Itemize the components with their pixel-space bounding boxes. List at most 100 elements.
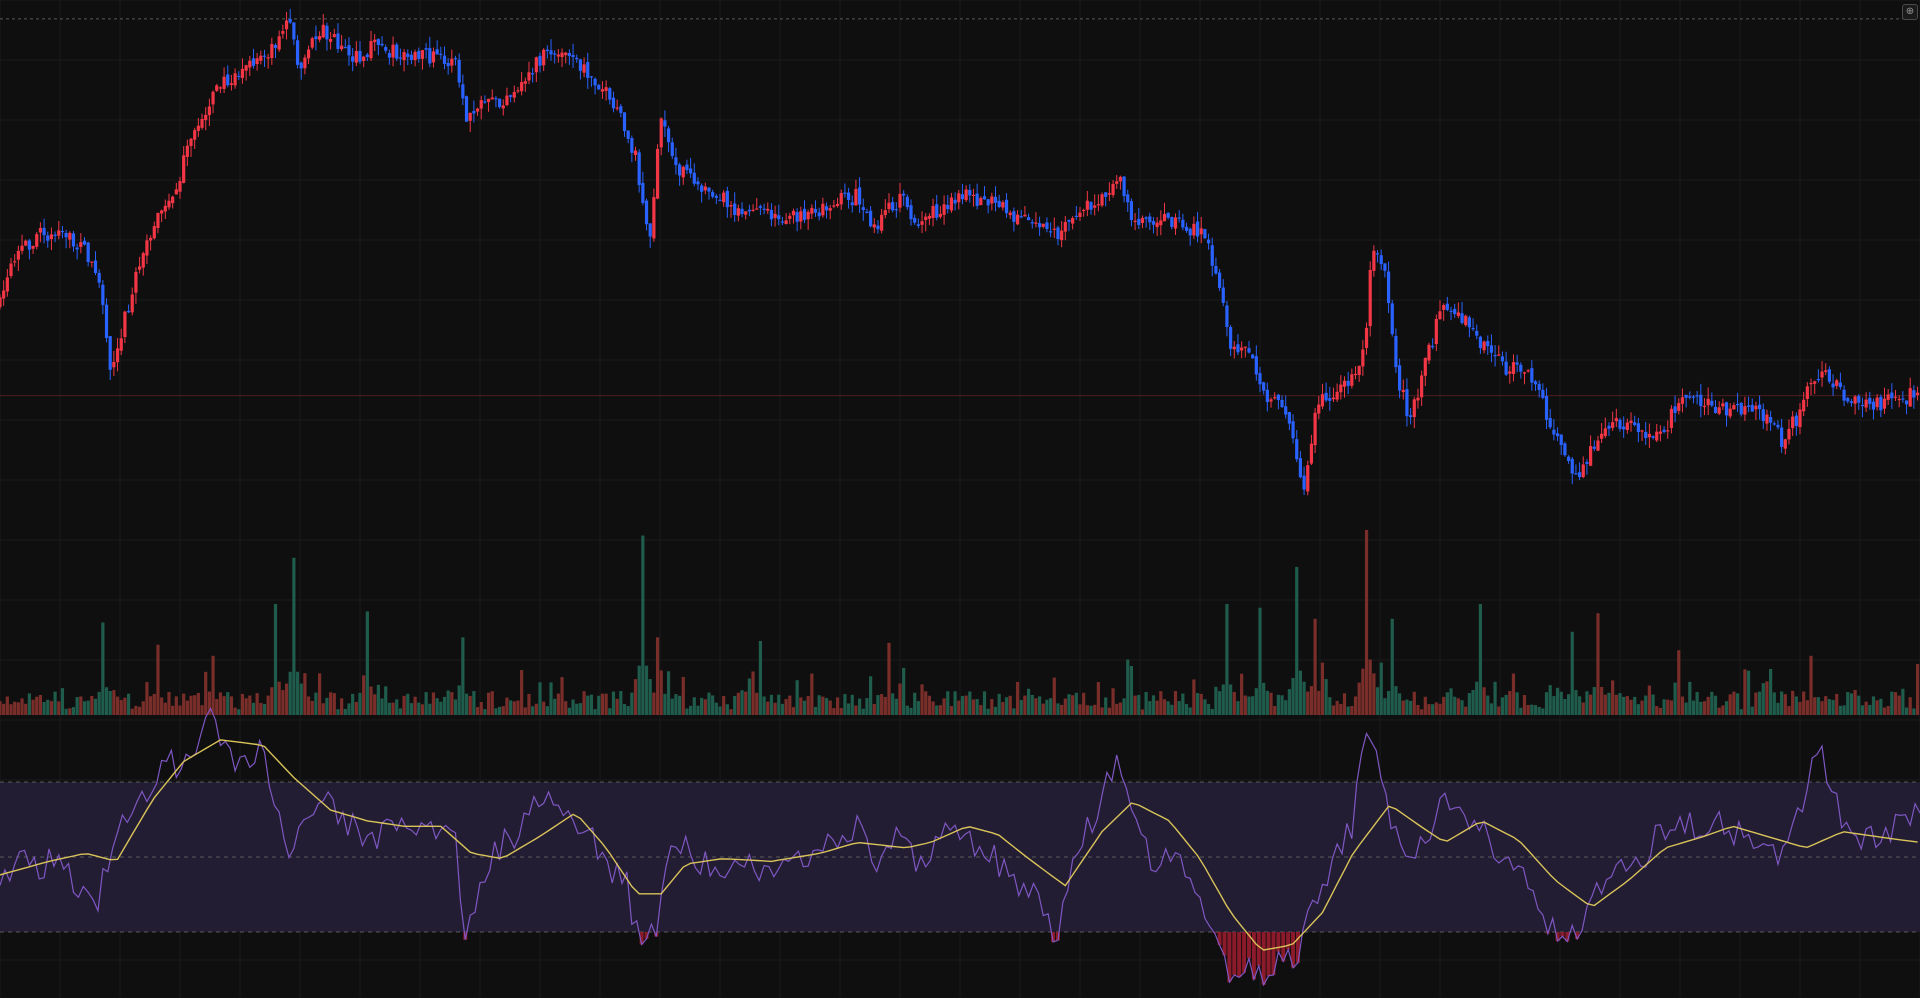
volume-bar <box>729 709 733 715</box>
volume-bar <box>1526 705 1530 715</box>
candle-body <box>1115 181 1119 184</box>
volume-bar <box>582 691 586 715</box>
volume-bar <box>953 691 957 715</box>
candle-body <box>1732 405 1736 410</box>
volume-bar <box>1324 679 1328 715</box>
candle-body <box>1508 371 1512 374</box>
candle-body <box>1199 228 1203 235</box>
candle-body <box>1331 397 1336 400</box>
volume-bar <box>1585 691 1589 715</box>
candle-body <box>343 47 347 49</box>
candle-body <box>329 38 333 42</box>
volume-bar <box>1210 708 1214 715</box>
volume-bar <box>846 703 851 715</box>
candle-body <box>971 194 976 197</box>
volume-bar <box>1173 691 1178 715</box>
plus-in-circle-icon[interactable]: ⊕ <box>1902 4 1918 20</box>
volume-bar <box>1144 692 1148 715</box>
candle-body <box>193 130 197 140</box>
candle-body <box>42 227 46 236</box>
candle-body <box>38 227 43 233</box>
candle-body <box>1265 389 1269 403</box>
candle-body <box>31 245 35 249</box>
candle-body <box>1427 344 1431 361</box>
volume-bar <box>207 691 211 715</box>
candle-body <box>722 192 726 203</box>
candle-body <box>1159 220 1163 226</box>
volume-bar <box>931 701 935 715</box>
volume-bar <box>351 693 355 715</box>
volume-bar <box>494 708 498 715</box>
volume-bar <box>556 693 560 715</box>
candle-body <box>1611 422 1615 428</box>
candle-body <box>626 130 630 139</box>
candle-body <box>321 24 325 38</box>
volume-bar <box>306 696 311 715</box>
volume-bar <box>1897 695 1901 715</box>
volume-bar <box>857 698 862 715</box>
candle-body <box>1614 418 1618 422</box>
volume-bar <box>211 655 215 715</box>
candle-body <box>262 55 267 57</box>
volume-bar <box>1225 604 1229 715</box>
candle-body <box>1287 412 1291 424</box>
volume-bar <box>1350 706 1354 715</box>
volume-bar <box>869 676 873 715</box>
candle-body <box>600 89 605 92</box>
candle-body <box>1842 389 1846 401</box>
candle-body <box>1912 390 1916 398</box>
candle-body <box>1860 404 1865 407</box>
volume-bar <box>1364 530 1369 715</box>
volume-bar <box>402 695 406 715</box>
volume-bar <box>1096 682 1100 715</box>
volume-bar <box>1232 691 1236 715</box>
candle-body <box>832 205 836 207</box>
candle-body <box>1302 475 1306 490</box>
candle-body <box>1034 222 1038 224</box>
volume-bar <box>1004 697 1009 715</box>
volume-bar <box>788 695 792 715</box>
volume-bar <box>1195 693 1200 715</box>
candle-body <box>1445 303 1449 310</box>
candle-body <box>373 39 377 43</box>
candle-body <box>1868 397 1872 404</box>
candle-body <box>1295 439 1299 460</box>
candle-body <box>784 220 788 224</box>
volume-bar <box>365 611 369 715</box>
candle-body <box>483 101 487 103</box>
candle-body <box>446 62 450 67</box>
volume-bar <box>553 698 557 715</box>
volume-bar <box>5 696 9 715</box>
volume-bar <box>16 702 20 715</box>
volume-bar <box>1721 705 1725 715</box>
volume-bar <box>1254 688 1258 715</box>
candle-body <box>505 95 509 106</box>
candle-body <box>1126 194 1130 203</box>
volume-bar <box>1559 691 1563 715</box>
candle-body <box>891 202 895 211</box>
candle-body <box>589 76 594 78</box>
candle-body <box>1710 400 1714 406</box>
candle-body <box>1089 202 1093 210</box>
candle-body <box>905 196 909 208</box>
volume-bar <box>567 707 571 715</box>
candle-body <box>1618 419 1622 429</box>
volume-bar <box>64 708 68 715</box>
candle-body <box>1412 399 1416 418</box>
volume-bar <box>1375 687 1380 715</box>
candle-body <box>2 290 6 299</box>
candle-body <box>670 142 674 157</box>
candle-body <box>1453 308 1457 315</box>
volume-bar <box>1309 686 1314 715</box>
volume-bar <box>571 699 575 715</box>
candle-body <box>1666 430 1670 432</box>
volume-bar <box>126 693 131 715</box>
volume-bar <box>810 673 814 715</box>
volume-bar <box>1552 696 1556 715</box>
candle-body <box>1735 403 1740 406</box>
candle-body <box>494 98 498 100</box>
volume-bar <box>1915 663 1920 715</box>
candle-body <box>273 44 278 48</box>
